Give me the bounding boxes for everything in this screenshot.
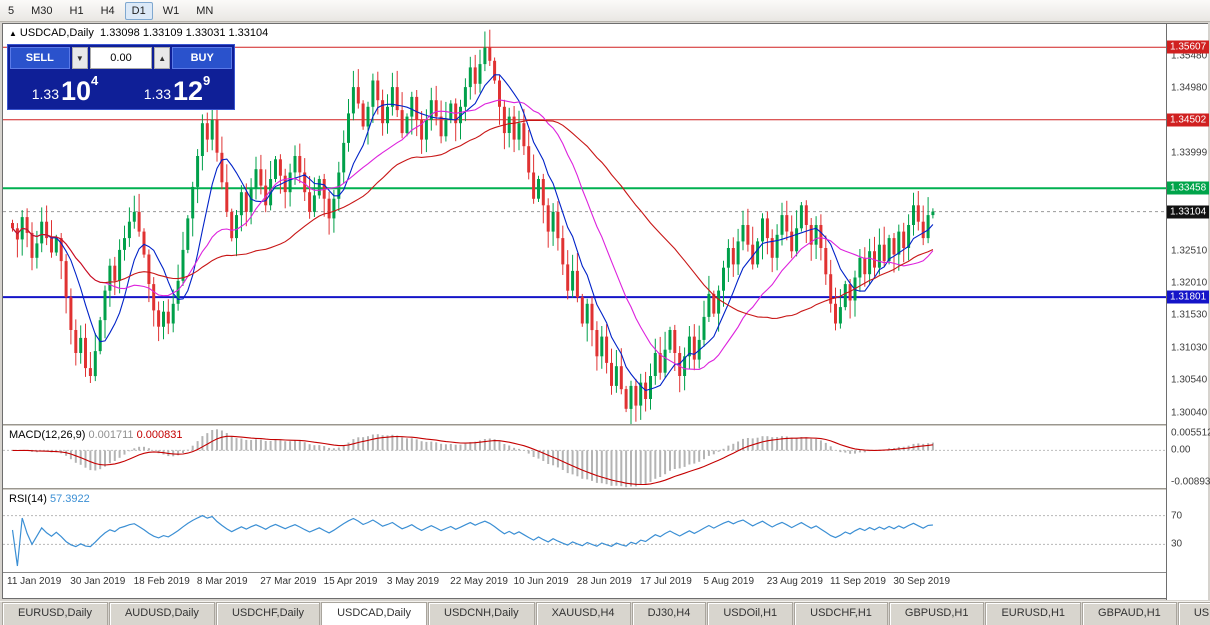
period-button-h1[interactable]: H1 bbox=[69, 4, 84, 17]
chart-tab-dj30-h4[interactable]: DJ30,H4 bbox=[631, 602, 707, 625]
date-label: 5 Aug 2019 bbox=[703, 576, 755, 587]
chart-tab-gbpusd-h1[interactable]: GBPUSD,H1 bbox=[888, 602, 985, 625]
ohlc-high: 1.33109 bbox=[142, 27, 183, 39]
price-badge-1.31801: 1.31801 bbox=[1167, 290, 1209, 304]
macd-axis-bottom: -0.008938 bbox=[1171, 476, 1210, 488]
sell-price-base: 1.33 bbox=[31, 86, 59, 102]
chart-tab-gbpaud-h1[interactable]: GBPAUD,H1 bbox=[1082, 602, 1177, 625]
period-button-d1[interactable]: D1 bbox=[124, 1, 153, 20]
date-label: 30 Jan 2019 bbox=[70, 576, 126, 587]
macd-panel[interactable]: MACD(12,26,9) 0.001711 0.000831 bbox=[3, 426, 1166, 488]
buy-price-pips: 12 bbox=[172, 76, 204, 106]
chart-tab-eurusd-daily[interactable]: EURUSD,Daily bbox=[2, 602, 108, 625]
macd-main-value: 0.001711 bbox=[88, 429, 134, 441]
symbol-expand-icon[interactable]: ▲ bbox=[9, 29, 17, 38]
lot-down-button[interactable]: ▼ bbox=[71, 47, 88, 69]
price-tick: 1.34980 bbox=[1171, 82, 1208, 94]
chart-tab-usdcnh-daily[interactable]: USDCNH,Daily bbox=[428, 602, 535, 625]
date-label: 27 Mar 2019 bbox=[260, 576, 317, 587]
price-tick: 1.32510 bbox=[1171, 245, 1208, 257]
period-button-m30[interactable]: M30 bbox=[31, 4, 53, 17]
lot-up-button[interactable]: ▲ bbox=[154, 47, 171, 69]
price-tick: 1.31030 bbox=[1171, 342, 1208, 354]
macd-axis-zero: 0.00 bbox=[1171, 444, 1191, 456]
buy-price-pipette: 9 bbox=[203, 73, 211, 88]
price-badge-1.35607: 1.35607 bbox=[1167, 40, 1209, 54]
date-label: 11 Sep 2019 bbox=[830, 576, 886, 587]
rsi-value: 57.3922 bbox=[49, 493, 90, 505]
price-tick: 1.33999 bbox=[1171, 147, 1208, 159]
price-axis[interactable]: 1.35480 1.34980 1.33999 1.32510 1.32010 1.315… bbox=[1166, 24, 1210, 600]
price-tick: 1.35480 bbox=[1171, 50, 1208, 62]
ohlc-low: 1.33031 bbox=[185, 27, 226, 39]
period-button-5[interactable]: 5 bbox=[8, 4, 15, 17]
chart-symbol-label: USDCAD,Daily bbox=[19, 27, 94, 39]
ohlc-header: ▲ USDCAD,Daily 1.33098 1.33109 1.33031 1.… bbox=[9, 27, 268, 39]
chart-tab-usdchf-h1[interactable]: USDCHF,H1 bbox=[794, 602, 888, 625]
chart-tab-usdjp[interactable]: USDJP bbox=[1177, 602, 1210, 625]
date-label: 28 Jun 2019 bbox=[576, 576, 632, 587]
sell-price-pips: 10 bbox=[60, 76, 92, 106]
chart-tab-audusd-daily[interactable]: AUDUSD,Daily bbox=[108, 602, 215, 625]
date-label: 8 Mar 2019 bbox=[196, 576, 248, 587]
rsi-canvas bbox=[3, 514, 1166, 567]
date-axis: 11 Jan 2019 30 Jan 2019 18 Feb 2019 8 Mar 2… bbox=[3, 572, 1166, 590]
period-toolbar: 5 M30 H1 H4 D1 W1 MN bbox=[0, 0, 1210, 22]
price-tick: 1.30540 bbox=[1171, 374, 1208, 386]
rsi-axis-upper: 70 bbox=[1171, 510, 1183, 522]
chart-tab-usdchf-daily[interactable]: USDCHF,Daily bbox=[215, 602, 321, 625]
price-badge-1.33458: 1.33458 bbox=[1167, 181, 1209, 195]
date-label: 15 Apr 2019 bbox=[323, 576, 378, 587]
buy-price-display[interactable]: 1.33 12 9 bbox=[122, 71, 232, 107]
date-label: 10 Jun 2019 bbox=[513, 576, 569, 587]
price-badge-1.33104: 1.33104 bbox=[1167, 205, 1209, 219]
macd-axis-top: 0.005512 bbox=[1171, 427, 1210, 439]
date-label: 11 Jan 2019 bbox=[7, 576, 62, 587]
buy-button[interactable]: BUY bbox=[172, 47, 232, 69]
panel-divider[interactable] bbox=[3, 488, 1166, 490]
date-label: 17 Jul 2019 bbox=[640, 576, 692, 587]
panel-divider[interactable] bbox=[3, 424, 1166, 426]
date-label: 30 Sep 2019 bbox=[893, 576, 951, 587]
chart-tab-usdcad-daily[interactable]: USDCAD,Daily bbox=[321, 602, 428, 625]
chart-area: ▲ USDCAD,Daily 1.33098 1.33109 1.33031 1.… bbox=[2, 23, 1210, 600]
buy-price-base: 1.33 bbox=[143, 86, 171, 102]
sell-button[interactable]: SELL bbox=[10, 47, 70, 69]
one-click-trade-panel: SELL ▼ ▲ BUY 1.33 10 4 1.33 12 9 bbox=[7, 44, 235, 110]
sell-price-display[interactable]: 1.33 10 4 bbox=[10, 71, 120, 107]
main-chart-canvas[interactable] bbox=[3, 24, 1166, 424]
date-label: 23 Aug 2019 bbox=[766, 576, 823, 587]
period-button-w1[interactable]: W1 bbox=[162, 4, 180, 17]
rsi-panel[interactable]: RSI(14) 57.3922 bbox=[3, 490, 1166, 570]
date-label: 22 May 2019 bbox=[450, 576, 508, 587]
price-badge-1.34502: 1.34502 bbox=[1167, 113, 1209, 127]
chart-tab-xauusd-h4[interactable]: XAUUSD,H4 bbox=[535, 602, 631, 625]
price-tick: 1.30040 bbox=[1171, 407, 1208, 419]
period-button-h4[interactable]: H4 bbox=[100, 4, 115, 17]
price-tick: 1.31530 bbox=[1171, 309, 1208, 321]
rsi-label: RSI(14) 57.3922 bbox=[9, 493, 90, 505]
lot-input[interactable] bbox=[90, 47, 152, 69]
period-button-mn[interactable]: MN bbox=[196, 4, 214, 17]
chart-tab-eurusd-h1[interactable]: EURUSD,H1 bbox=[985, 602, 1082, 625]
macd-canvas bbox=[3, 429, 1166, 488]
chart-tab-usdoil-h1[interactable]: USDOil,H1 bbox=[707, 602, 794, 625]
macd-label: MACD(12,26,9) 0.001711 0.000831 bbox=[9, 429, 183, 441]
macd-signal-value: 0.000831 bbox=[136, 429, 183, 441]
date-label: 18 Feb 2019 bbox=[133, 576, 190, 587]
price-chart-panel[interactable]: ▲ USDCAD,Daily 1.33098 1.33109 1.33031 1.… bbox=[3, 24, 1166, 424]
date-label: 3 May 2019 bbox=[386, 576, 440, 587]
ohlc-open: 1.33098 bbox=[100, 27, 140, 39]
sell-price-pipette: 4 bbox=[91, 73, 99, 88]
ohlc-close: 1.33104 bbox=[228, 27, 269, 39]
rsi-axis-lower: 30 bbox=[1171, 538, 1183, 550]
chart-tab-bar: EURUSD,Daily AUDUSD,Daily USDCHF,Daily USDC… bbox=[0, 601, 1210, 625]
price-tick: 1.32010 bbox=[1171, 277, 1208, 289]
